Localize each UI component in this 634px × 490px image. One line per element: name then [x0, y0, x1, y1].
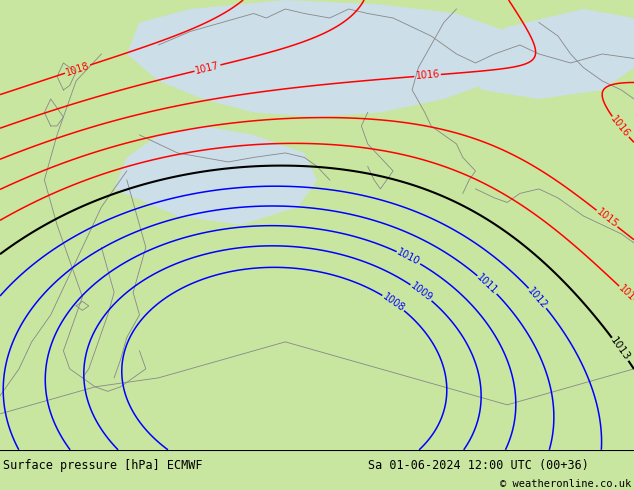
Text: 1008: 1008	[380, 292, 406, 314]
Text: 1010: 1010	[396, 247, 422, 268]
Polygon shape	[330, 36, 412, 76]
Text: 1016: 1016	[609, 114, 632, 140]
Polygon shape	[114, 126, 317, 225]
Text: 1012: 1012	[526, 286, 550, 311]
Text: 1018: 1018	[65, 61, 91, 77]
Text: 1014: 1014	[616, 283, 634, 307]
Text: 1013: 1013	[609, 336, 632, 363]
Text: 1011: 1011	[475, 272, 500, 296]
Text: 1009: 1009	[408, 281, 434, 304]
Polygon shape	[456, 9, 634, 99]
Text: Surface pressure [hPa] ECMWF: Surface pressure [hPa] ECMWF	[3, 460, 203, 472]
Text: 1015: 1015	[594, 207, 620, 230]
Polygon shape	[127, 0, 520, 117]
Text: 1017: 1017	[194, 60, 221, 76]
Text: Sa 01-06-2024 12:00 UTC (00+36): Sa 01-06-2024 12:00 UTC (00+36)	[368, 460, 588, 472]
Text: © weatheronline.co.uk: © weatheronline.co.uk	[500, 479, 631, 489]
Text: 1016: 1016	[415, 70, 440, 81]
